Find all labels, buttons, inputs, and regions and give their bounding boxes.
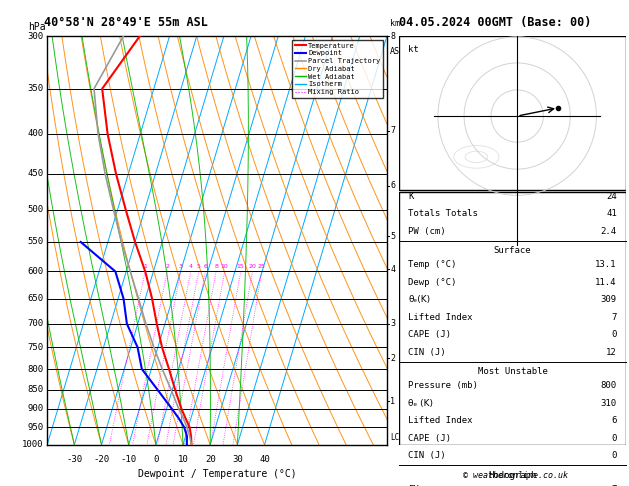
Text: km: km (390, 19, 400, 28)
Text: 7: 7 (390, 126, 395, 135)
Text: 2.4: 2.4 (601, 226, 617, 236)
Text: 700: 700 (28, 319, 44, 328)
Bar (399, 36, 626, 190)
Text: 800: 800 (28, 364, 44, 374)
Text: 309: 309 (601, 295, 617, 304)
Text: 300: 300 (28, 32, 44, 41)
Text: CIN (J): CIN (J) (408, 348, 446, 357)
Text: LCL: LCL (390, 434, 404, 442)
Text: 450: 450 (28, 170, 44, 178)
Text: Dewp (°C): Dewp (°C) (408, 278, 457, 287)
Text: 30: 30 (232, 455, 243, 464)
Text: 650: 650 (28, 294, 44, 303)
Text: -10: -10 (121, 455, 136, 464)
Text: Mixing Ratio (g/kg): Mixing Ratio (g/kg) (457, 197, 466, 284)
Text: 5: 5 (197, 264, 201, 269)
Text: 12: 12 (606, 348, 617, 357)
Text: Surface: Surface (494, 246, 532, 255)
Text: CAPE (J): CAPE (J) (408, 330, 452, 339)
Text: Temp (°C): Temp (°C) (408, 260, 457, 269)
Text: Hodograph: Hodograph (489, 471, 537, 480)
Text: 10: 10 (221, 264, 228, 269)
Bar (399, 191, 626, 445)
Text: 40: 40 (259, 455, 270, 464)
Text: 8: 8 (214, 264, 218, 269)
Text: 6: 6 (611, 417, 617, 425)
Text: 3: 3 (390, 319, 395, 328)
Text: EH: EH (408, 485, 419, 486)
Text: -20: -20 (94, 455, 109, 464)
Text: 0: 0 (611, 451, 617, 460)
Text: Most Unstable: Most Unstable (477, 367, 548, 376)
Text: 0: 0 (611, 330, 617, 339)
Text: 850: 850 (28, 385, 44, 394)
Text: 3: 3 (179, 264, 182, 269)
Text: PW (cm): PW (cm) (408, 226, 446, 236)
Text: Pressure (mb): Pressure (mb) (408, 381, 478, 390)
Text: © weatheronline.co.uk: © weatheronline.co.uk (464, 471, 568, 480)
Text: 1: 1 (143, 264, 147, 269)
Text: 20: 20 (205, 455, 216, 464)
Text: 400: 400 (28, 129, 44, 139)
Text: 600: 600 (28, 267, 44, 276)
Text: ASL: ASL (390, 47, 405, 56)
Text: 500: 500 (28, 205, 44, 214)
Text: 7: 7 (611, 312, 617, 322)
Text: 20: 20 (248, 264, 257, 269)
Text: 8: 8 (390, 32, 395, 41)
Text: hPa: hPa (28, 22, 46, 33)
Text: CIN (J): CIN (J) (408, 451, 446, 460)
Text: 900: 900 (28, 404, 44, 414)
Text: 4: 4 (189, 264, 192, 269)
Text: 550: 550 (28, 238, 44, 246)
Text: -30: -30 (66, 455, 82, 464)
Text: kt: kt (408, 45, 419, 53)
Text: 04.05.2024 00GMT (Base: 00): 04.05.2024 00GMT (Base: 00) (399, 16, 592, 29)
Text: 41: 41 (606, 209, 617, 218)
Text: Lifted Index: Lifted Index (408, 417, 473, 425)
Text: 1: 1 (390, 397, 395, 406)
Text: Lifted Index: Lifted Index (408, 312, 473, 322)
Text: θₑ(K): θₑ(K) (408, 295, 431, 304)
Text: 750: 750 (28, 343, 44, 352)
Text: CAPE (J): CAPE (J) (408, 434, 452, 443)
Text: 1000: 1000 (22, 440, 44, 449)
Text: 950: 950 (28, 423, 44, 432)
Text: Dewpoint / Temperature (°C): Dewpoint / Temperature (°C) (138, 469, 296, 479)
Text: 7: 7 (611, 485, 617, 486)
Text: 24: 24 (606, 191, 617, 201)
Text: 350: 350 (28, 84, 44, 93)
Text: 310: 310 (601, 399, 617, 408)
Text: 13.1: 13.1 (595, 260, 617, 269)
Text: 10: 10 (177, 455, 189, 464)
Text: 15: 15 (237, 264, 245, 269)
Text: θₑ (K): θₑ (K) (408, 399, 433, 408)
Text: 40°58'N 28°49'E 55m ASL: 40°58'N 28°49'E 55m ASL (44, 16, 208, 29)
Text: 25: 25 (258, 264, 265, 269)
Text: 6: 6 (390, 181, 395, 191)
Legend: Temperature, Dewpoint, Parcel Trajectory, Dry Adiabat, Wet Adiabat, Isotherm, Mi: Temperature, Dewpoint, Parcel Trajectory… (292, 40, 383, 98)
Text: 800: 800 (601, 381, 617, 390)
Text: 5: 5 (390, 232, 395, 241)
Text: 0: 0 (611, 434, 617, 443)
Text: Totals Totals: Totals Totals (408, 209, 478, 218)
Text: 4: 4 (390, 265, 395, 274)
Text: K: K (408, 191, 414, 201)
Text: 2: 2 (390, 354, 395, 363)
Text: 0: 0 (153, 455, 159, 464)
Text: 6: 6 (203, 264, 208, 269)
Text: 2: 2 (165, 264, 169, 269)
Text: 11.4: 11.4 (595, 278, 617, 287)
